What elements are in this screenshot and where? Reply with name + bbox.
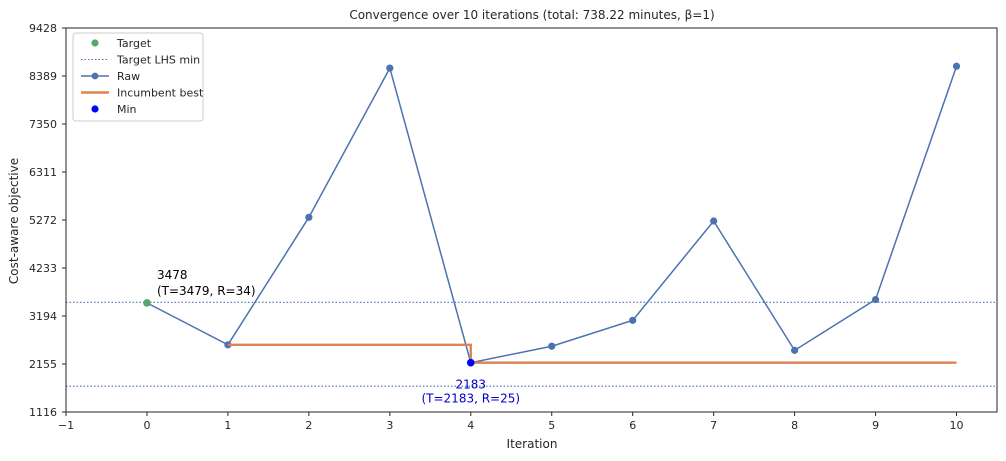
axis-ticks: −1 0 1 2 3 4 5 6 7 8 9 10 1116 2155 3194 4233 5272 6311 73…	[29, 22, 964, 432]
legend-box	[72, 32, 204, 122]
incumbent-best-line	[227, 343, 957, 364]
axes-frame	[65, 27, 998, 413]
min-point-0	[466, 358, 475, 367]
y-tick-label-7350: 7350	[29, 118, 57, 131]
y-tick-label-4233: 4233	[29, 262, 57, 275]
raw-point-3	[386, 64, 394, 72]
plot-area: 3478 (T=3479, R=34) 2183(T=2183, R=25)	[65, 27, 998, 413]
legend-label-target: Target	[116, 37, 152, 50]
legend-symbol-min	[91, 105, 99, 113]
y-tick-label-9428: 9428	[29, 22, 57, 35]
annotation-target-detail: (T=3479, R=34)	[157, 284, 256, 298]
x-axis-label: Iteration	[507, 437, 558, 451]
x-tick-label-5: 5	[548, 419, 555, 432]
chart-title: Convergence over 10 iterations (total: 7…	[349, 8, 714, 22]
raw-point-9	[871, 295, 880, 304]
x-tick-label-1: 1	[224, 419, 231, 432]
y-tick-label-8389: 8389	[29, 70, 57, 83]
y-tick-label-3194: 3194	[29, 310, 57, 323]
legend-label-raw: Raw	[117, 70, 140, 83]
annotation-target-value: 3478	[157, 268, 188, 282]
x-tick-label-7: 7	[710, 419, 717, 432]
x-tick-label-4: 4	[467, 419, 474, 432]
x-tick-label-10: 10	[950, 419, 964, 432]
x-tick-label-9: 9	[872, 419, 879, 432]
annotation-min-detail: (T=2183, R=25)	[421, 392, 520, 406]
legend-label-target-lhs-min: Target LHS min	[116, 54, 200, 67]
x-tick-label-0: 0	[143, 419, 150, 432]
y-tick-label-2155: 2155	[29, 358, 57, 371]
x-tick-label-3: 3	[386, 419, 393, 432]
raw-point-5	[548, 342, 556, 350]
y-tick-label-5272: 5272	[29, 214, 57, 227]
raw-point-8	[791, 346, 799, 354]
raw-point-6	[629, 316, 637, 324]
y-tick-label-6311: 6311	[29, 166, 57, 179]
x-tick-label-2: 2	[305, 419, 312, 432]
legend-label-incumbent-best: Incumbent best	[117, 87, 204, 100]
target-point-0	[143, 299, 151, 307]
legend-symbol-target	[91, 39, 99, 47]
y-axis-label: Cost-aware objective	[7, 158, 21, 284]
x-tick-label-6: 6	[629, 419, 636, 432]
legend-label-min: Min	[117, 103, 137, 116]
annotation-min-value: 2183	[456, 378, 487, 392]
x-tick-label-8: 8	[791, 419, 798, 432]
legend: Target Target LHS min Raw Incumbent best Min	[72, 32, 204, 122]
x-tick-label-neg1: −1	[58, 419, 74, 432]
raw-point-1	[224, 341, 232, 349]
raw-point-7	[710, 217, 718, 225]
raw-series-line	[146, 66, 958, 364]
raw-point-2	[305, 213, 313, 221]
y-tick-label-1116: 1116	[29, 406, 57, 419]
legend-marker-raw	[91, 72, 99, 80]
raw-point-10	[952, 62, 961, 70]
